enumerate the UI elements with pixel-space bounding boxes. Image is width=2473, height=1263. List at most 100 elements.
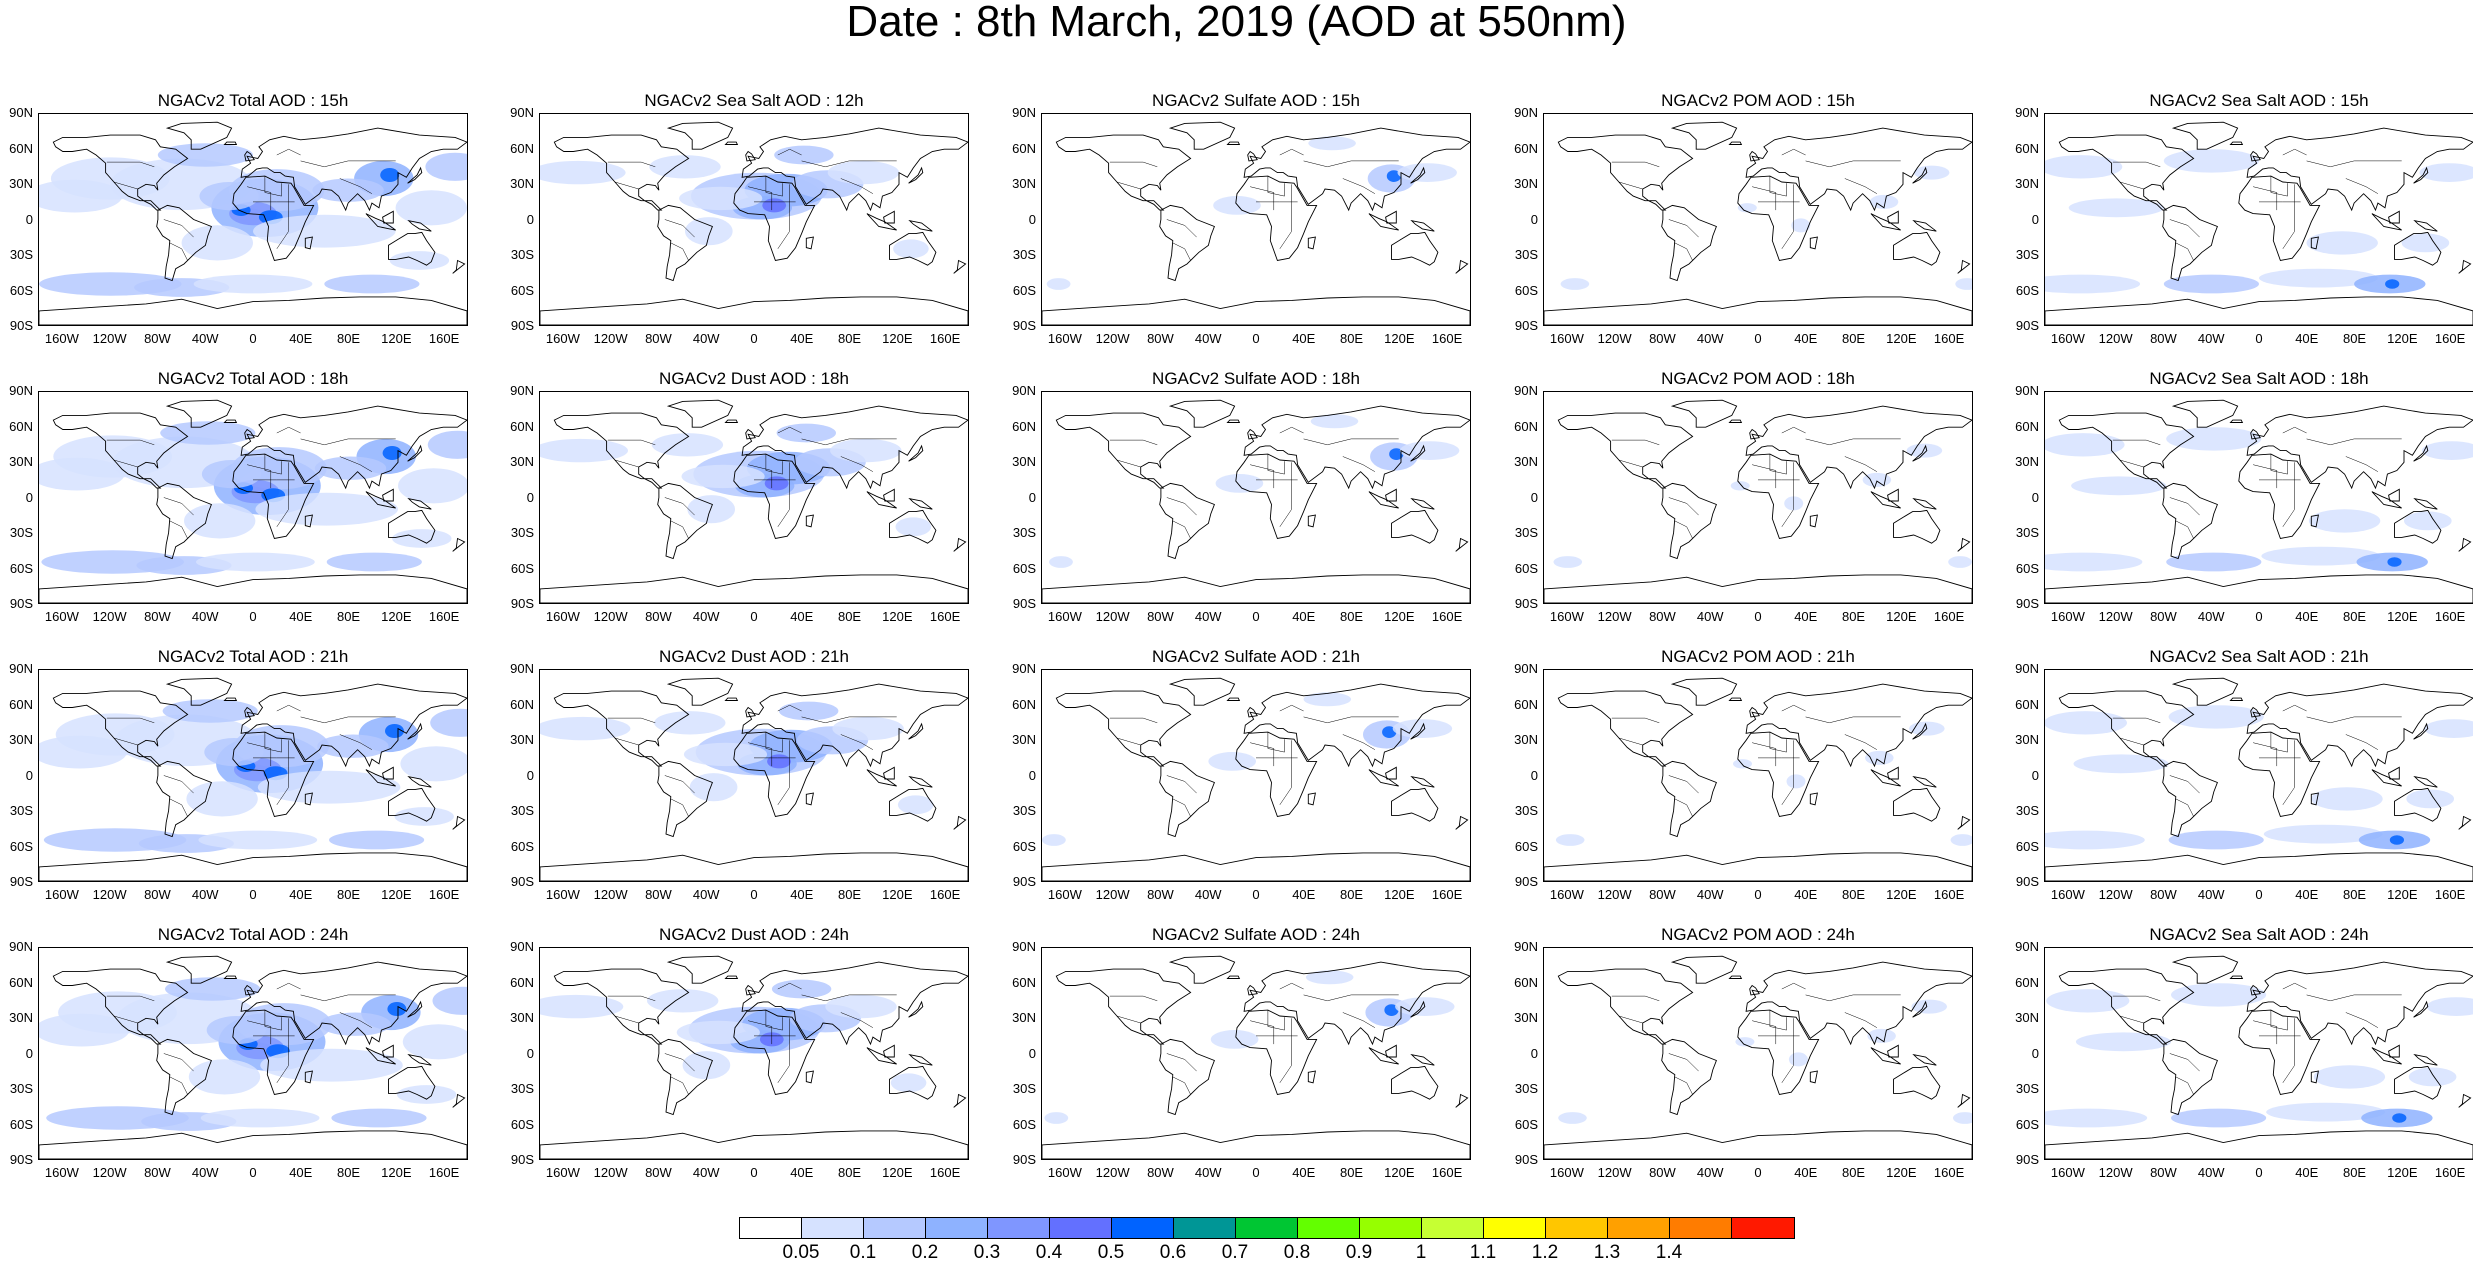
world-map <box>2044 391 2473 604</box>
coastline <box>453 817 465 830</box>
aerosol-patch <box>685 217 733 245</box>
coastline <box>1160 761 1215 836</box>
coastline <box>1672 956 1736 983</box>
coastline <box>2389 1045 2400 1057</box>
lat-tick-label: 0 <box>1508 769 1538 783</box>
lat-tick-label: 90N <box>1508 384 1538 398</box>
lon-tick-label: 80E <box>2333 888 2377 902</box>
coastline <box>884 767 895 779</box>
lon-tick-label: 80E <box>828 888 872 902</box>
country-border <box>1343 457 1375 472</box>
country-border <box>2176 243 2194 261</box>
lat-tick-label: 30S <box>1006 248 1036 262</box>
coastline <box>746 708 756 717</box>
coastline <box>954 817 966 830</box>
country-border <box>2176 1077 2194 1095</box>
aerosol-patch <box>201 1109 320 1128</box>
coastline <box>1558 969 1692 1044</box>
lat-tick-label: 0 <box>504 769 534 783</box>
lat-tick-label: 90N <box>3 940 33 954</box>
panel-title: NGACv2 Dust AOD : 21h <box>539 648 969 666</box>
world-map <box>2044 669 2473 882</box>
coastline <box>1170 678 1234 705</box>
lon-tick-label: 40E <box>279 1166 323 1180</box>
map-panel: NGACv2 Sea Salt AOD : 12h <box>539 92 969 326</box>
aerosol-patch <box>1791 218 1810 232</box>
coastline <box>2415 499 2438 510</box>
colorbar-tick-label: 0.4 <box>1019 1243 1079 1263</box>
lon-tick-label: 40E <box>1784 888 1828 902</box>
coastline <box>1056 413 1190 488</box>
coastline <box>1369 214 1399 231</box>
colorbar-swatch <box>1236 1218 1298 1238</box>
coastline <box>2372 1048 2402 1065</box>
country-border <box>1845 457 1877 472</box>
aerosol-patch <box>398 468 467 503</box>
coastline <box>1738 732 1819 816</box>
aerosol-patch <box>2045 711 2127 734</box>
lon-tick-label: 40E <box>2285 888 2329 902</box>
coastline <box>1738 176 1819 260</box>
lat-tick-label: 30S <box>1006 1082 1036 1096</box>
coastline <box>1386 211 1397 223</box>
lon-tick-label: 0 <box>1234 610 1278 624</box>
colorbar-tick-label: 0.7 <box>1205 1243 1265 1263</box>
lon-tick-label: 160E <box>1425 610 1469 624</box>
lat-tick-label: 0 <box>3 213 33 227</box>
lon-tick-label: 160W <box>2046 610 2090 624</box>
coastline <box>1056 691 1190 766</box>
lat-tick-label: 60N <box>1006 420 1036 434</box>
lat-tick-label: 60S <box>1006 840 1036 854</box>
lat-tick-label: 30S <box>3 804 33 818</box>
lon-tick-label: 120W <box>1593 888 1637 902</box>
lon-tick-label: 160E <box>1927 332 1971 346</box>
colorbar-tick-label: 1.1 <box>1453 1243 1513 1263</box>
lon-tick-label: 80E <box>1832 1166 1876 1180</box>
coastline <box>2372 770 2402 787</box>
lat-tick-label: 60S <box>2009 562 2039 576</box>
country-border <box>164 1054 194 1072</box>
country-border <box>164 776 194 794</box>
world-map <box>1543 391 1973 604</box>
colorbar-swatch <box>802 1218 864 1238</box>
lat-tick-label: 90N <box>504 940 534 954</box>
coastline <box>2163 483 2218 558</box>
lat-tick-label: 30S <box>504 1082 534 1096</box>
aerosol-patch <box>315 457 386 480</box>
lat-tick-label: 0 <box>3 1047 33 1061</box>
aerosol-patch <box>392 529 451 548</box>
coastline <box>1544 575 1972 603</box>
coastline <box>1871 214 1901 231</box>
map-panel: NGACv2 POM AOD : 18h <box>1543 370 1973 604</box>
lon-tick-label: 160E <box>923 1166 967 1180</box>
lon-tick-label: 120E <box>875 1166 919 1180</box>
lat-tick-label: 30S <box>2009 1082 2039 1096</box>
lon-tick-label: 120E <box>1377 332 1421 346</box>
lon-tick-label: 0 <box>2237 1166 2281 1180</box>
map-panel: NGACv2 Sea Salt AOD : 21h <box>2044 648 2473 882</box>
lat-tick-label: 30N <box>1508 455 1538 469</box>
coastline <box>2372 492 2402 509</box>
coastline <box>806 237 813 249</box>
lon-tick-label: 80W <box>1138 332 1182 346</box>
lon-tick-label: 160W <box>2046 1166 2090 1180</box>
country-border <box>1770 176 1787 196</box>
coastline <box>2239 176 2320 260</box>
aerosol-patch <box>1955 278 1972 290</box>
country-border <box>2307 717 2402 723</box>
coastline <box>1056 969 1190 1044</box>
lat-tick-label: 30S <box>2009 248 2039 262</box>
world-map <box>1543 947 1973 1160</box>
lat-tick-label: 30N <box>1508 1011 1538 1025</box>
aerosol-patch <box>1304 692 1352 706</box>
aerosol-patch <box>186 781 257 816</box>
coastline <box>1888 211 1899 223</box>
lon-tick-label: 80W <box>135 1166 179 1180</box>
lon-tick-label: 40W <box>1186 610 1230 624</box>
lat-tick-label: 90N <box>504 384 534 398</box>
coastline <box>225 698 237 700</box>
aerosol-patch <box>2045 155 2122 178</box>
coastline <box>2231 698 2243 700</box>
coastline <box>1558 691 1692 766</box>
coastline <box>2415 777 2438 788</box>
